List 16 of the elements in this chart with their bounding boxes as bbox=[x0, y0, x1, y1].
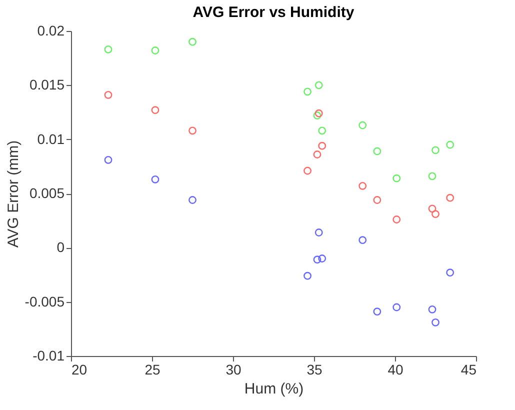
y-tick-label: 0.015 bbox=[29, 76, 65, 93]
y-tick-label: 0.01 bbox=[37, 130, 65, 147]
x-tick-label: 35 bbox=[306, 362, 322, 378]
y-tick-label: -0.005 bbox=[24, 293, 65, 310]
chart-title: AVG Error vs Humidity bbox=[192, 4, 355, 21]
x-tick-label: 40 bbox=[388, 362, 404, 378]
y-tick-label: 0.02 bbox=[37, 22, 65, 38]
x-axis-title: Hum (%) bbox=[244, 380, 304, 398]
y-tick-label: 0 bbox=[56, 239, 65, 256]
x-tick-label: 25 bbox=[144, 362, 160, 378]
x-tick-label: 20 bbox=[72, 362, 88, 378]
x-tick-label: 45 bbox=[460, 362, 477, 378]
y-tick-label: -0.01 bbox=[32, 348, 65, 364]
y-tick-label: 0.005 bbox=[29, 185, 65, 201]
x-tick-label: 30 bbox=[226, 362, 242, 378]
y-axis-title: AVG Error (mm) bbox=[4, 140, 22, 248]
